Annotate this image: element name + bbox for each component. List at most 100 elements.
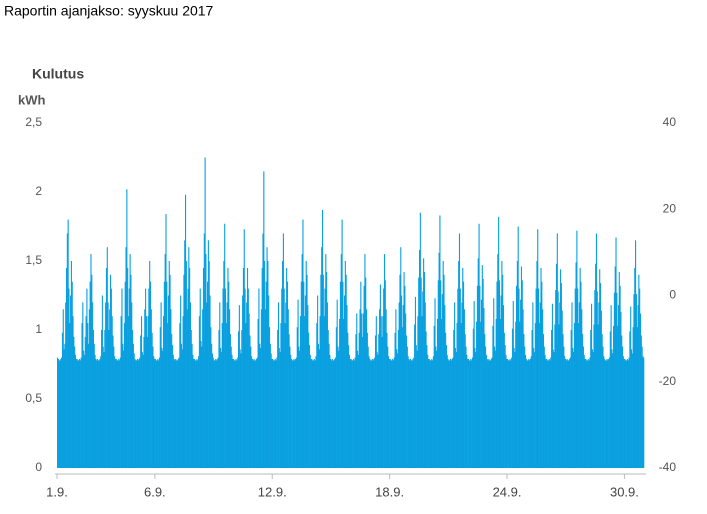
- bar: [141, 352, 143, 468]
- bar: [298, 346, 300, 468]
- bar: [635, 240, 637, 468]
- bar: [339, 281, 342, 468]
- bar: [255, 358, 258, 468]
- bar: [593, 324, 595, 468]
- bar: [316, 323, 318, 468]
- bar: [314, 360, 316, 468]
- bar: [475, 352, 477, 468]
- bar: [471, 360, 473, 468]
- bar: [243, 229, 245, 468]
- bar: [555, 263, 558, 468]
- bar: [388, 356, 390, 468]
- bar: [167, 323, 169, 468]
- bar: [628, 357, 630, 468]
- bar: [485, 354, 487, 468]
- bar: [220, 352, 222, 468]
- bar: [66, 233, 68, 468]
- bar: [359, 309, 361, 468]
- bar: [561, 310, 563, 468]
- bar: [296, 327, 298, 468]
- bar: [332, 360, 334, 468]
- bar: [321, 247, 323, 468]
- bar: [546, 360, 549, 468]
- bar: [550, 357, 552, 468]
- bar: [516, 285, 518, 468]
- bar: [281, 288, 283, 468]
- bar: [227, 267, 229, 468]
- bar: [427, 354, 429, 468]
- bar: [236, 360, 238, 468]
- bar: [429, 360, 431, 468]
- bar: [178, 357, 180, 468]
- bar: [619, 285, 621, 468]
- y2-tick-label: 0: [669, 288, 676, 302]
- bar: [223, 261, 225, 468]
- bar: [428, 358, 430, 468]
- bar: [138, 358, 140, 468]
- bar: [229, 334, 231, 468]
- bar: [343, 318, 345, 468]
- bar: [329, 354, 331, 468]
- bar: [640, 335, 642, 468]
- bar: [414, 324, 416, 468]
- bar: [328, 343, 330, 468]
- bar: [238, 305, 240, 468]
- bar: [595, 263, 597, 468]
- bar: [345, 274, 347, 468]
- bar: [84, 336, 86, 468]
- bar: [445, 345, 448, 468]
- bar: [474, 347, 476, 468]
- bar: [275, 360, 277, 468]
- bar: [214, 360, 216, 468]
- bar: [599, 283, 602, 468]
- bar: [635, 294, 637, 468]
- bar: [140, 316, 143, 468]
- bar: [136, 360, 138, 468]
- bar: [273, 360, 275, 468]
- bar: [93, 343, 95, 468]
- bar: [483, 307, 485, 468]
- bar: [220, 347, 222, 468]
- bar: [149, 281, 152, 468]
- bar: [436, 318, 439, 468]
- bar: [513, 347, 515, 468]
- bar: [125, 247, 127, 468]
- bar: [466, 354, 468, 468]
- bar: [331, 358, 333, 468]
- bar: [585, 358, 587, 468]
- bar: [639, 313, 642, 468]
- bar: [303, 281, 305, 468]
- bar: [302, 219, 304, 468]
- bar: [393, 357, 395, 468]
- bar: [286, 267, 288, 468]
- bar: [109, 274, 112, 468]
- bar: [103, 352, 105, 468]
- bar: [502, 274, 504, 468]
- bar: [494, 350, 496, 468]
- bar: [208, 261, 210, 468]
- bar: [500, 295, 502, 468]
- bar: [401, 327, 403, 468]
- bar: [132, 343, 134, 468]
- bar: [605, 360, 607, 468]
- bar: [370, 360, 372, 468]
- bar: [246, 267, 249, 468]
- bar: [156, 360, 158, 468]
- bar: [530, 356, 532, 468]
- bar: [611, 349, 613, 468]
- bar: [454, 302, 456, 468]
- bar: [486, 358, 488, 468]
- bar: [469, 360, 471, 468]
- bar: [184, 240, 186, 468]
- bar: [379, 309, 381, 468]
- bar: [300, 281, 302, 468]
- bar: [299, 316, 302, 468]
- bar: [231, 354, 233, 468]
- bar: [121, 288, 123, 468]
- bar: [111, 316, 113, 468]
- bar: [596, 291, 598, 468]
- bar: [642, 356, 644, 468]
- bar: [311, 358, 313, 468]
- bar: [65, 302, 67, 468]
- bar: [529, 360, 531, 468]
